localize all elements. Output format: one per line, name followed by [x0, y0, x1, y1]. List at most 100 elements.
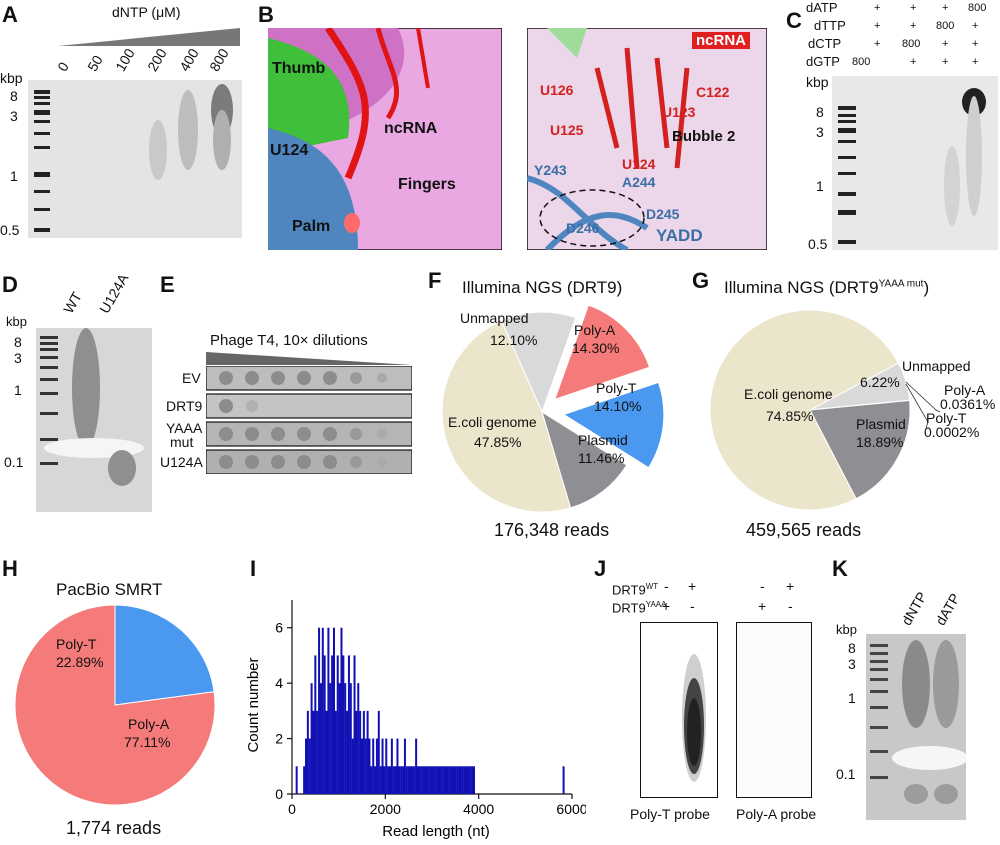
histogram-bar: [400, 766, 403, 794]
cell: 800: [936, 20, 955, 32]
panel-letter-j: J: [594, 556, 607, 581]
slice-pct: 11.46%: [578, 450, 625, 466]
histogram-bar: [306, 710, 309, 794]
histogram-bar: [383, 766, 386, 794]
pie-slice-e-coli-genome: [441, 319, 572, 513]
panel-j-blot-poly-t: [640, 622, 718, 798]
slice-name: Unmapped: [460, 310, 529, 326]
lane-label: 200: [144, 45, 170, 74]
panel-a-gel: [28, 80, 242, 238]
histogram-bar: [418, 766, 421, 794]
histogram-bar: [355, 710, 358, 794]
panel-i-histogram: 0 2000 4000 6000 0 2 4 6 Read length (nt) Count…: [245, 600, 586, 840]
histogram-bar: [562, 766, 565, 794]
ladder-label: 1: [10, 168, 18, 184]
histogram-bar: [295, 766, 298, 794]
ladder-label: 0.5: [0, 222, 20, 238]
slice-name: Poly-A: [128, 716, 170, 732]
row-label: EV: [182, 370, 201, 386]
row-label-wt-text: DRT9: [612, 582, 646, 598]
histogram-bar: [441, 766, 444, 794]
res-label: D245: [646, 206, 680, 222]
row-label-yaaa-text: DRT9: [612, 600, 646, 616]
label-bubble-2: Bubble 2: [672, 128, 736, 145]
slice-pct: 77.11%: [124, 734, 171, 750]
histogram-bar: [370, 766, 373, 794]
histogram-bar: [426, 766, 429, 794]
histogram-bar: [459, 766, 462, 794]
cell: +: [972, 20, 979, 32]
panel-letter-d: D: [2, 272, 18, 297]
histogram-bar: [323, 655, 326, 794]
cell: +: [910, 2, 917, 14]
panel-g-title: Illumina NGS (DRT9YAAA mut): [724, 278, 929, 298]
histogram-bar: [310, 683, 313, 794]
slice-pct: 0.0002%: [924, 424, 980, 440]
nt-label: C122: [696, 84, 730, 100]
lane-label: 50: [84, 52, 106, 74]
slice-name: Poly-T: [596, 380, 637, 396]
cell: +: [972, 38, 979, 50]
histogram-bar: [303, 766, 306, 794]
sign: +: [758, 598, 767, 614]
histogram-bar: [409, 766, 412, 794]
nt-label: U126: [540, 82, 574, 98]
pie-slice-plasmid: [809, 399, 911, 500]
panel-j-blot-poly-a: [736, 622, 812, 798]
probe-label: Poly-A probe: [736, 806, 817, 822]
histogram-bar: [325, 710, 328, 794]
y-tick-label: 4: [275, 675, 283, 691]
histogram-bar: [456, 766, 459, 794]
histogram-bar: [403, 738, 406, 794]
slice-name: Poly-A: [944, 382, 986, 398]
ladder-label: 1: [14, 382, 22, 398]
pie-slice-e-coli-genome: [709, 309, 899, 511]
histogram-bar: [450, 766, 453, 794]
histogram-bar: [319, 683, 322, 794]
pie-slice-unmapped: [500, 311, 577, 414]
histogram-bar: [424, 766, 427, 794]
row-label-wt-sup: WT: [645, 582, 659, 591]
histogram-bar: [361, 738, 363, 794]
histogram-bar: [336, 655, 339, 794]
histogram-bar: [439, 766, 442, 794]
histogram-bar: [448, 766, 451, 794]
panel-letter-c: C: [786, 8, 802, 33]
histogram-bar: [420, 766, 423, 794]
panel-e-gradient-wedge: [206, 352, 412, 365]
histogram-bar: [338, 683, 341, 794]
panel-c-condition-table: dATP + + + 800 dTTP + + 800 + dCTP + 800…: [806, 0, 1000, 72]
sign: -: [690, 598, 695, 614]
histogram-bar: [389, 766, 391, 794]
cell: +: [874, 38, 881, 50]
panel-f-pie: [441, 304, 665, 513]
histogram-bar: [377, 710, 380, 794]
panel-g-title-sup: YAAA mut: [878, 278, 924, 290]
sign: +: [688, 578, 697, 594]
cell: +: [910, 20, 917, 32]
ladder-label: 8: [14, 334, 22, 350]
slice-name: Unmapped: [902, 358, 971, 374]
lane-label: 400: [176, 45, 202, 74]
histogram-bar: [347, 655, 350, 794]
histogram-bar: [433, 766, 436, 794]
y-tick-label: 6: [275, 620, 283, 636]
histogram-bar: [431, 766, 434, 794]
x-axis-label: Read length (nt): [382, 823, 490, 840]
sign: -: [760, 578, 765, 594]
panel-f-reads: 176,348 reads: [494, 520, 610, 540]
histogram-bar: [346, 710, 349, 794]
histogram-bar: [452, 766, 455, 794]
histogram-bar: [321, 627, 324, 794]
panel-f-title: Illumina NGS (DRT9): [462, 278, 623, 297]
ladder-label: 8: [848, 640, 856, 656]
probe-label: Poly-T probe: [630, 806, 710, 822]
histogram-bar: [435, 766, 438, 794]
panel-letter-b: B: [258, 2, 274, 27]
panel-c-gel: [832, 76, 998, 250]
panel-e-plaque-assay: [206, 366, 412, 474]
sign: -: [664, 578, 669, 594]
row-label: YAAA: [166, 420, 203, 436]
nt-label: U123: [662, 104, 696, 120]
lane-label: 100: [112, 45, 138, 74]
